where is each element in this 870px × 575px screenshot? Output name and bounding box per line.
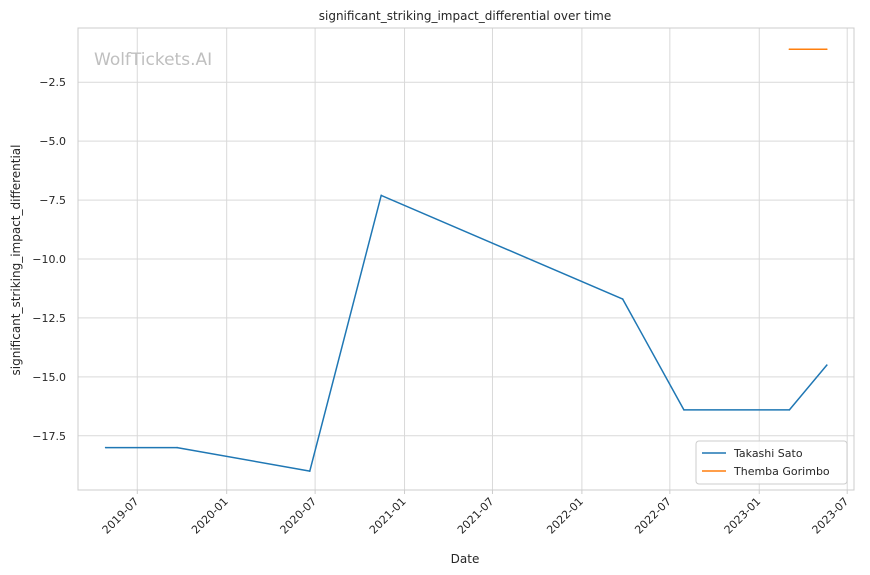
y-tick-label: −12.5 — [32, 312, 66, 325]
x-tick-label: 2022-01 — [544, 495, 586, 537]
data-point-takashi-sato — [621, 298, 624, 300]
data-point-takashi-sato — [788, 409, 791, 411]
y-tick-label: −2.5 — [39, 76, 66, 89]
legend-box — [695, 440, 848, 485]
y-tick-label: −5.0 — [39, 135, 66, 148]
x-tick-label: 2023-01 — [722, 495, 764, 537]
x-axis-ticks: 2019-07 2020-01 2020-07 2021-01 2021-07 2022-… — [100, 490, 852, 537]
data-point-themba-gorimbo — [825, 48, 828, 51]
series-line-takashi-sato — [105, 194, 828, 472]
data-point-takashi-sato — [104, 446, 107, 449]
data-point-takashi-sato — [825, 364, 828, 366]
x-tick-label: 2019-07 — [100, 495, 142, 537]
y-axis-title: significant_striking_impact_differential — [9, 145, 23, 376]
x-tick-label: 2020-01 — [189, 495, 231, 537]
chart-title: significant_striking_impact_differential… — [319, 9, 611, 23]
y-tick-label: −17.5 — [32, 430, 66, 443]
x-axis-title: Date — [451, 552, 480, 566]
y-tick-label: −10.0 — [32, 253, 66, 266]
data-point-takashi-sato — [380, 194, 383, 197]
data-point-takashi-sato — [308, 470, 311, 472]
x-tick-label: 2021-07 — [455, 495, 497, 537]
watermark: WolfTickets.AI — [94, 50, 212, 70]
data-point-takashi-sato — [176, 446, 178, 449]
x-tick-label: 2023-07 — [810, 495, 852, 537]
x-tick-label: 2021-01 — [367, 495, 409, 537]
x-tick-label: 2022-07 — [632, 495, 674, 537]
series-lines — [104, 48, 828, 472]
data-point-themba-gorimbo — [788, 48, 791, 51]
legend-label-takashi-sato: Takashi Sato — [733, 447, 803, 460]
y-tick-label: −7.5 — [39, 194, 66, 207]
plot-frame — [77, 27, 855, 491]
data-point-takashi-sato — [683, 409, 685, 411]
y-tick-label: −15.0 — [32, 371, 66, 384]
grid — [78, 28, 854, 490]
legend: Takashi Sato Themba Gorimbo — [695, 440, 848, 485]
y-axis-ticks: −17.5 −15.0 −12.5 −10.0 −7.5 −5.0 −2.5 — [32, 76, 66, 443]
x-tick-label: 2020-07 — [278, 495, 320, 537]
legend-label-themba-gorimbo: Themba Gorimbo — [733, 465, 830, 478]
